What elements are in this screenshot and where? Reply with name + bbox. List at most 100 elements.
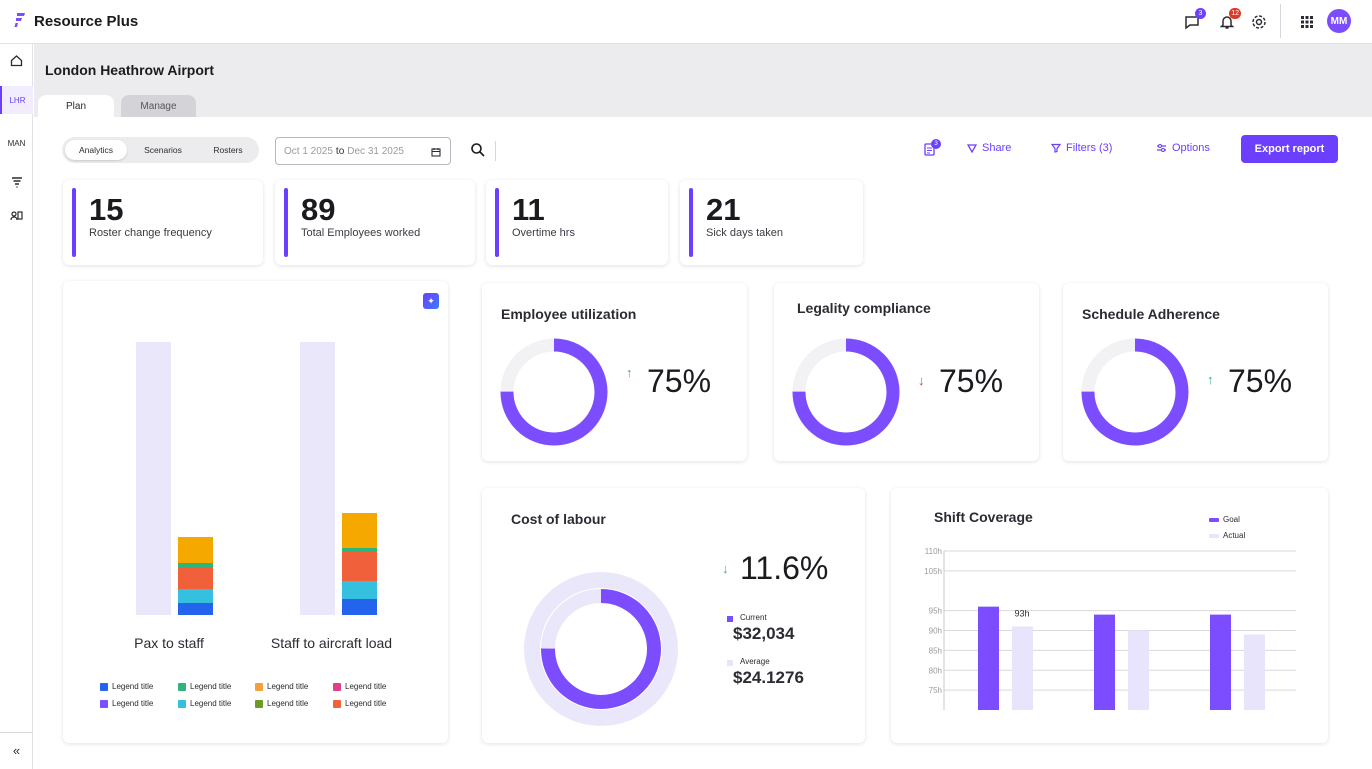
- segment-scenarios[interactable]: Scenarios: [144, 145, 182, 155]
- legend-swatch: [255, 682, 263, 691]
- gauge-arc: [500, 338, 608, 446]
- messages-badge: 3: [1195, 8, 1206, 19]
- bar-actual: [1244, 634, 1265, 710]
- current-label: Current: [740, 613, 767, 622]
- average-legend-swatch: [727, 660, 733, 666]
- y-tick-label: 110h: [925, 547, 942, 556]
- legend-label: Legend title: [190, 699, 232, 708]
- sidebar: LHR MAN «: [0, 44, 33, 769]
- date-range-picker[interactable]: Oct 1 2025 to Dec 31 2025: [275, 137, 451, 165]
- sidebar-item-filters[interactable]: [0, 168, 33, 196]
- current-value: $32,034: [733, 624, 795, 643]
- kpi-card: 15 Roster change frequency: [63, 180, 263, 265]
- bell-icon: [1219, 16, 1235, 29]
- donut-gauge: [792, 338, 900, 446]
- sidebar-item-man[interactable]: MAN: [7, 138, 26, 148]
- notifications-badge: 12: [1229, 8, 1241, 19]
- bar-goal: [978, 606, 999, 710]
- legend-item: Actual: [1209, 531, 1245, 540]
- trend-down-icon: ↓: [722, 561, 729, 576]
- shift-coverage-card: Shift Coverage Goal Actual 110h 105h 95h 90h…: [891, 488, 1328, 743]
- report-button[interactable]: 3: [924, 139, 941, 156]
- report-badge: 3: [931, 139, 941, 149]
- bar-segment: [342, 513, 377, 548]
- bar-actual: [1012, 626, 1033, 710]
- app-name: Resource Plus: [34, 13, 139, 30]
- legend-item: Legend title: [178, 699, 231, 708]
- kpi-value: 11: [512, 192, 545, 227]
- app-grid-button[interactable]: [1297, 12, 1317, 32]
- kpi-label: Total Employees worked: [301, 227, 421, 239]
- kpi-accent-bar: [495, 188, 499, 257]
- toolbar-divider: [495, 141, 496, 161]
- sidebar-item-people[interactable]: [0, 202, 33, 230]
- export-report-button[interactable]: Export report: [1241, 135, 1338, 163]
- tab-plan[interactable]: Plan: [38, 95, 114, 117]
- segment-rosters[interactable]: Rosters: [213, 145, 243, 155]
- bar-background: [136, 342, 171, 615]
- settings-button[interactable]: [1249, 12, 1269, 32]
- card-title: Legality compliance: [797, 300, 931, 316]
- stacked-bar: [178, 537, 213, 615]
- donut-gauge: [1081, 338, 1189, 446]
- card-title: Employee utilization: [501, 306, 637, 322]
- kpi-accent-bar: [689, 188, 693, 257]
- gauge-card-schedule-adherence: Schedule Adherence ↑ 75%: [1063, 283, 1328, 461]
- bar-segment: [178, 567, 213, 589]
- user-avatar[interactable]: MM: [1327, 9, 1351, 33]
- legend-swatch: [333, 699, 341, 708]
- shift-coverage-chart: 110h 105h 95h 90h 85h 80h 75h 93h: [924, 547, 1296, 710]
- kpi-label: Roster change frequency: [89, 227, 212, 239]
- options-label: Options: [1172, 142, 1210, 154]
- ai-sparkle-icon[interactable]: ✦: [423, 293, 439, 309]
- trend-up-icon: ↑: [626, 365, 633, 380]
- share-icon: [967, 144, 977, 153]
- trend-up-icon: ↑: [1207, 372, 1214, 387]
- legend-swatch: [178, 682, 186, 691]
- gauge-arc: [1081, 338, 1189, 446]
- bar-goal: [1210, 614, 1231, 710]
- collapse-sidebar-button[interactable]: «: [0, 736, 33, 764]
- messages-button[interactable]: 3: [1182, 8, 1206, 32]
- bar-segment: [178, 537, 213, 563]
- cost-of-labour-card: Cost of labour ↓ 11.6% Current $32,034 A…: [482, 488, 865, 743]
- segment-analytics[interactable]: Analytics: [65, 140, 127, 160]
- kpi-label: Sick days taken: [706, 227, 784, 239]
- category-label: Staff to aircraft load: [270, 635, 393, 651]
- notifications-button[interactable]: 12: [1217, 8, 1241, 32]
- sidebar-item-lhr[interactable]: LHR: [0, 86, 33, 114]
- bar-segment: [342, 581, 377, 599]
- y-tick-label: 80h: [929, 666, 942, 675]
- filters-button[interactable]: Filters (3): [1051, 142, 1112, 154]
- bar-segment: [178, 589, 213, 603]
- trend-down-icon: ↓: [918, 373, 925, 388]
- data-label: 93h: [1014, 609, 1029, 619]
- options-button[interactable]: Options: [1156, 142, 1210, 154]
- legend-item: Legend title: [333, 682, 386, 691]
- search-icon[interactable]: [470, 142, 486, 158]
- sidebar-item-home[interactable]: [0, 46, 33, 74]
- chart-title: Shift Coverage: [934, 509, 1033, 525]
- bar-background: [300, 342, 335, 615]
- legend-swatch: [178, 699, 186, 708]
- kpi-card: 21 Sick days taken: [680, 180, 863, 265]
- y-tick-label: 90h: [929, 627, 942, 636]
- date-to-word: to: [335, 145, 345, 157]
- legend-label: Legend title: [190, 682, 232, 691]
- gauge-value: 75%: [939, 363, 1004, 399]
- legend-item: Legend title: [255, 682, 308, 691]
- kpi-accent-bar: [72, 188, 76, 257]
- share-button[interactable]: Share: [967, 142, 1011, 154]
- gauge-card-employee-utilization: Employee utilization ↑ 75%: [482, 283, 747, 461]
- gauge-value: 75%: [647, 363, 712, 399]
- bar-segment: [178, 603, 213, 615]
- filters-label: Filters (3): [1066, 142, 1113, 154]
- average-value: $24.1276: [733, 668, 804, 687]
- legend-label: Actual: [1223, 531, 1246, 540]
- legend-swatch: [255, 699, 263, 708]
- date-to: Dec 31 2025: [347, 145, 404, 157]
- tab-manage[interactable]: Manage: [121, 95, 196, 117]
- legend-label: Legend title: [267, 682, 309, 691]
- legend-item: Legend title: [100, 682, 153, 691]
- legend-swatch: [1209, 517, 1219, 522]
